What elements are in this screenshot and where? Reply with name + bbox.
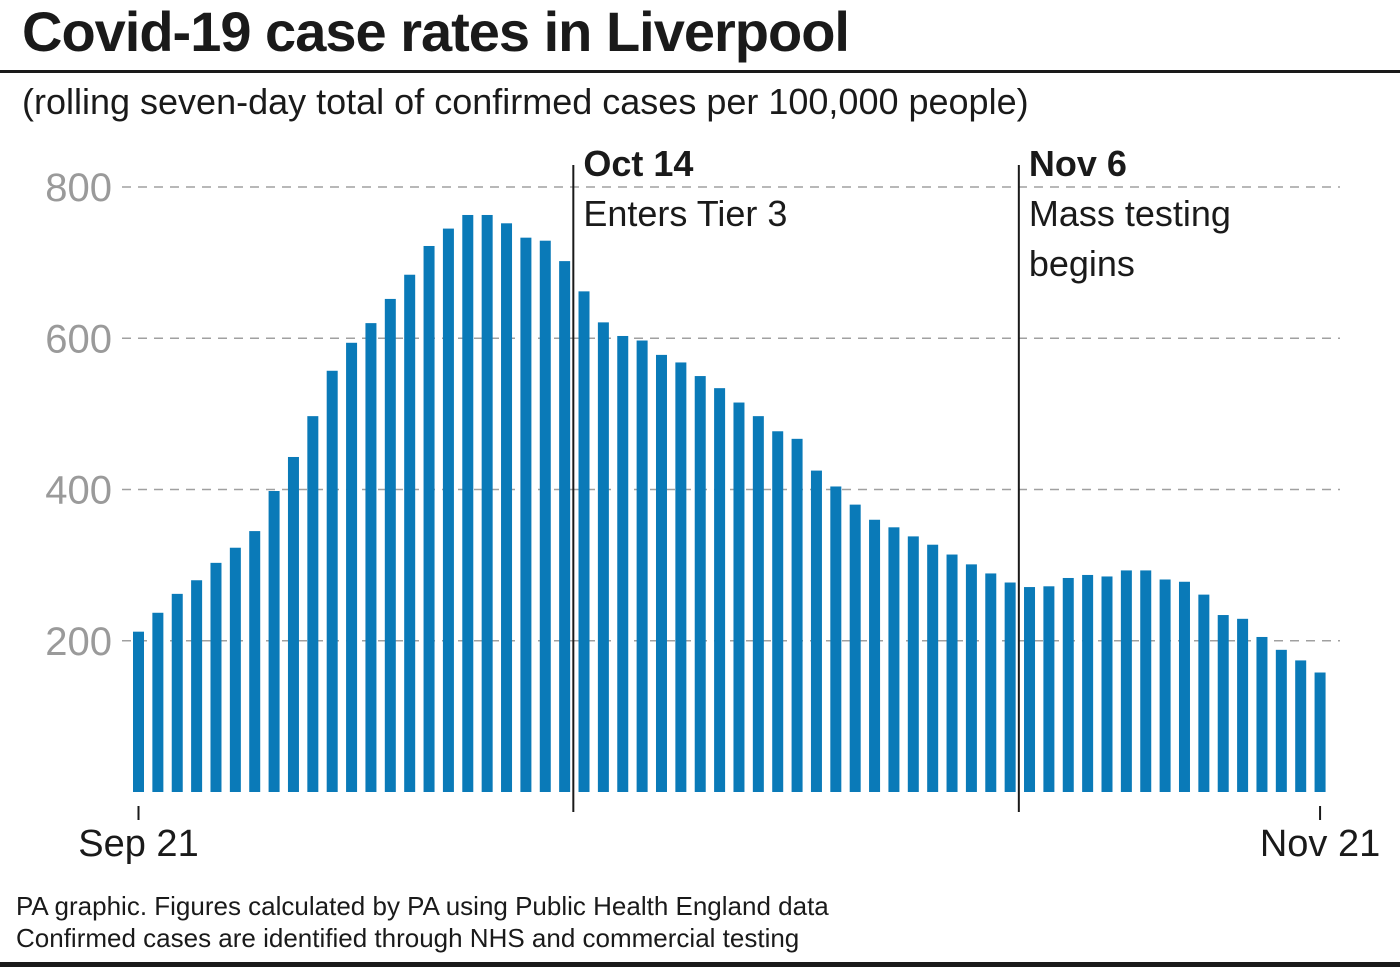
- bar-37: [849, 504, 861, 792]
- bar-41: [927, 544, 939, 792]
- bar-52: [1140, 570, 1152, 792]
- y-tick-label-200: 200: [45, 620, 112, 664]
- bar-6: [249, 531, 261, 792]
- bar-31: [733, 402, 745, 792]
- annotation-text-1-1: begins: [1029, 243, 1135, 284]
- bar-2: [171, 593, 183, 792]
- bar-13: [384, 298, 396, 792]
- bar-40: [907, 536, 919, 792]
- bar-27: [655, 354, 667, 792]
- bar-53: [1159, 579, 1171, 792]
- bar-44: [985, 573, 997, 792]
- annotation-text-1-0: Mass testing: [1029, 193, 1231, 234]
- bar-60: [1295, 660, 1307, 792]
- annotation-date-0: Oct 14: [583, 143, 693, 184]
- bar-25: [617, 335, 629, 792]
- bar-18: [481, 214, 493, 792]
- bar-1: [152, 612, 164, 792]
- bar-58: [1256, 636, 1268, 792]
- bar-34: [791, 438, 803, 792]
- footer-source: PA graphic. Figures calculated by PA usi…: [16, 891, 829, 921]
- bar-0: [133, 631, 144, 792]
- bar-5: [229, 547, 241, 792]
- bar-38: [869, 519, 881, 792]
- footer-note: Confirmed cases are identified through N…: [16, 923, 800, 953]
- bar-21: [539, 240, 551, 793]
- bar-14: [404, 274, 416, 793]
- bar-19: [501, 223, 513, 793]
- bar-43: [965, 564, 977, 792]
- bar-22: [559, 261, 571, 792]
- bar-23: [578, 291, 590, 792]
- y-tick-label-400: 400: [45, 469, 112, 513]
- bar-24: [597, 322, 609, 792]
- bar-9: [307, 416, 319, 792]
- bar-50: [1101, 576, 1113, 792]
- y-tick-label-800: 800: [45, 166, 112, 210]
- bar-42: [946, 554, 958, 792]
- bar-11: [346, 342, 358, 792]
- bar-10: [326, 370, 338, 792]
- bar-32: [752, 416, 764, 792]
- y-tick-label-600: 600: [45, 317, 112, 361]
- bar-51: [1120, 570, 1132, 792]
- bar-28: [675, 362, 687, 792]
- x-label-start: Sep 21: [78, 823, 198, 865]
- bar-30: [714, 388, 726, 792]
- bar-chart: 200 400 600 800 Sep 21 Nov 21 Oct 14 Enters Tie…: [45, 143, 1380, 865]
- bar-36: [830, 486, 842, 792]
- bar-55: [1198, 594, 1210, 792]
- bar-47: [1043, 586, 1055, 792]
- bar-29: [694, 376, 706, 792]
- annotation-date-1: Nov 6: [1029, 143, 1127, 184]
- footer: PA graphic. Figures calculated by PA usi…: [16, 890, 829, 954]
- bar-49: [1082, 574, 1094, 792]
- chart-title: Covid-19 case rates in Liverpool: [22, 0, 850, 63]
- bar-20: [520, 237, 532, 792]
- bar-45: [1004, 582, 1016, 792]
- bar-4: [210, 562, 222, 792]
- annotation-text-0-0: Enters Tier 3: [583, 193, 787, 234]
- bar-48: [1062, 577, 1074, 792]
- x-label-end: Nov 21: [1260, 823, 1380, 865]
- bar-59: [1275, 649, 1287, 792]
- bar-57: [1237, 618, 1249, 792]
- bar-17: [462, 214, 474, 792]
- bar-7: [268, 491, 280, 792]
- chart-subtitle: (rolling seven-day total of confirmed ca…: [22, 81, 1029, 122]
- bar-3: [191, 580, 203, 792]
- bar-15: [423, 245, 435, 793]
- bar-26: [636, 340, 648, 792]
- bar-35: [810, 470, 822, 792]
- bar-12: [365, 323, 377, 792]
- bar-33: [772, 431, 784, 792]
- bottom-divider: [0, 962, 1400, 967]
- bar-54: [1178, 581, 1190, 792]
- title-divider: [0, 70, 1400, 73]
- bar-46: [1024, 587, 1036, 792]
- bar-39: [888, 527, 900, 792]
- bar-56: [1217, 615, 1229, 792]
- bar-16: [442, 228, 454, 792]
- bar-61: [1314, 672, 1326, 792]
- bar-8: [287, 456, 299, 792]
